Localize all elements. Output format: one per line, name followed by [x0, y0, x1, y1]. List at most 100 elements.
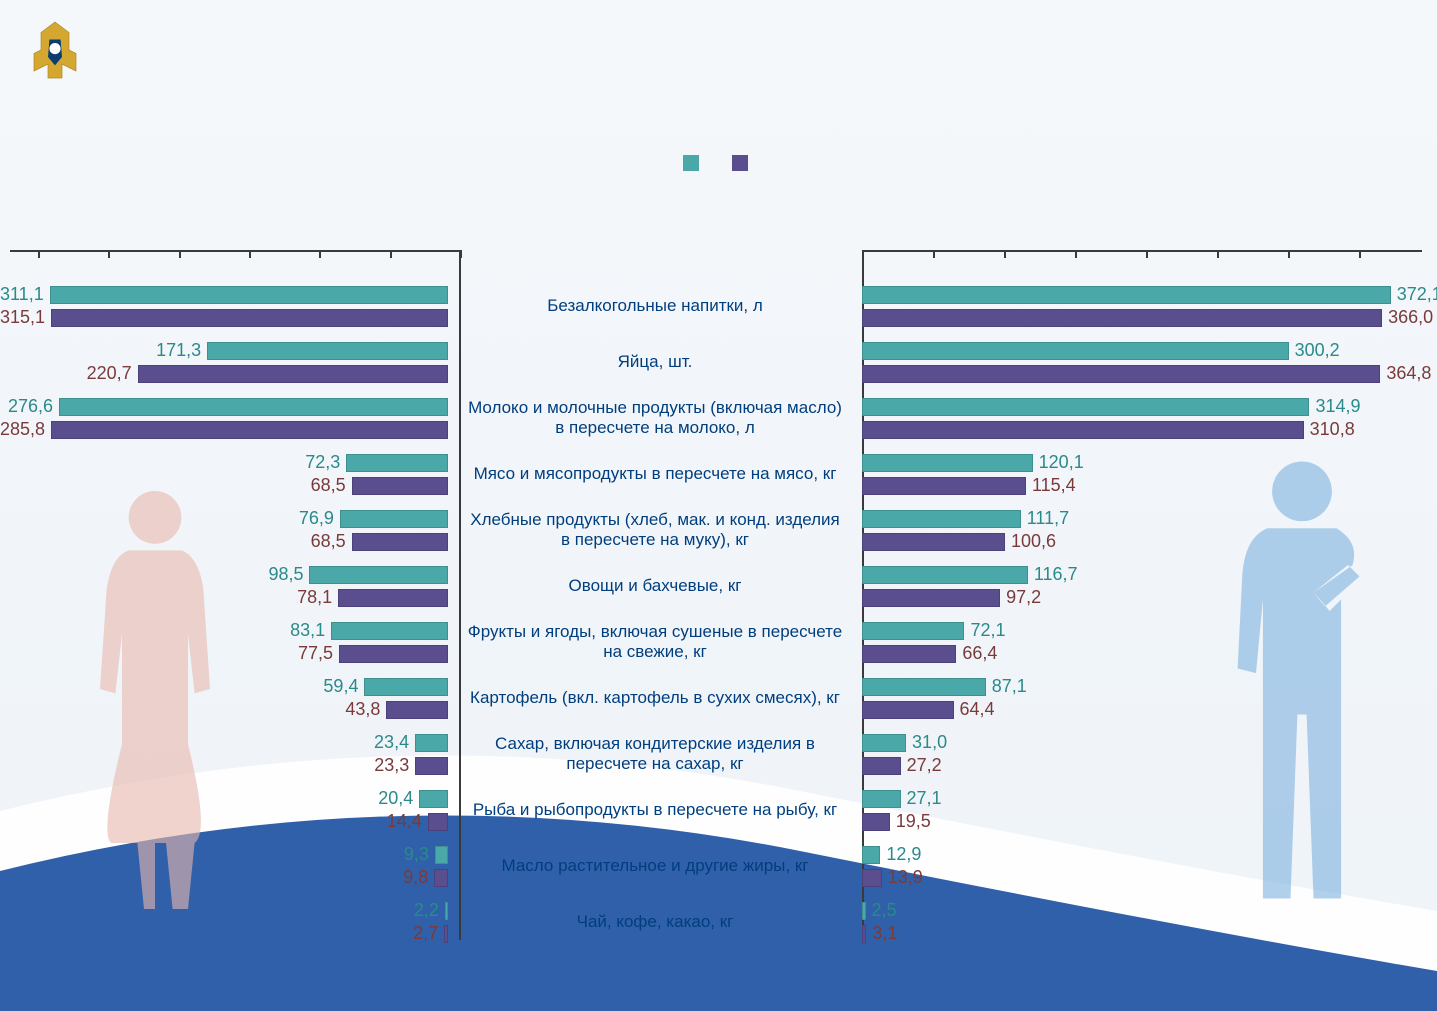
left-pair-2018: 285,8 [0, 420, 460, 440]
left-pair-2013: 311,1 [0, 285, 460, 305]
left-pair-2018: 9,8 [0, 868, 460, 888]
right-bar-2013 [862, 398, 1309, 416]
right-bar-2018 [862, 701, 954, 719]
left-bar-2013 [50, 286, 448, 304]
category-label: Овощи и бахчевые, кг [460, 576, 850, 596]
category-label: Фрукты и ягоды, включая сушеные в пересч… [460, 622, 850, 661]
right-value-2018: 364,8 [1386, 363, 1431, 384]
left-value-2013: 20,4 [378, 788, 413, 809]
left-column: 276,6 285,8 [0, 397, 460, 440]
right-pair-2013: 12,9 [862, 845, 921, 865]
tick-right [1075, 250, 1077, 258]
left-value-2018: 43,8 [345, 699, 380, 720]
chart-row: 9,39,8Масло растительное и другие жиры, … [0, 838, 1437, 894]
right-column: 120,1 115,4 [850, 453, 1410, 496]
right-pair-2013: 87,1 [862, 677, 1027, 697]
category-label: Яйца, шт. [460, 352, 850, 372]
right-value-2018: 27,2 [907, 755, 942, 776]
right-bar-2018 [862, 309, 1382, 327]
left-pair-2018: 220,7 [0, 364, 460, 384]
right-column: 12,913,9 [850, 845, 1410, 888]
right-bar-2013 [862, 566, 1028, 584]
right-value-2013: 31,0 [912, 732, 947, 753]
left-pair-2018: 2,7 [0, 924, 460, 944]
right-pair-2013: 300,2 [862, 341, 1340, 361]
left-bar-2018 [444, 925, 448, 943]
right-bar-2018 [862, 533, 1005, 551]
right-value-2013: 372,1 [1397, 284, 1437, 305]
right-pair-2013: 27,1 [862, 789, 942, 809]
right-bar-2018 [862, 813, 890, 831]
left-value-2018: 23,3 [374, 755, 409, 776]
left-pair-2013: 72,3 [0, 453, 460, 473]
left-value-2018: 9,8 [403, 867, 428, 888]
left-bar-2018 [415, 757, 448, 775]
right-pair-2018: 310,8 [862, 420, 1355, 440]
right-value-2018: 19,5 [896, 811, 931, 832]
right-value-2013: 314,9 [1315, 396, 1360, 417]
right-column: 300,2364,8 [850, 341, 1410, 384]
left-value-2013: 76,9 [299, 508, 334, 529]
tick-right [1217, 250, 1219, 258]
legend-2018 [732, 155, 754, 171]
right-bar-2013 [862, 678, 986, 696]
chart-row: 98,578,1Овощи и бахчевые, кг116,797,2 [0, 558, 1437, 614]
right-pair-2018: 366,0 [862, 308, 1433, 328]
left-pair-2018: 14,4 [0, 812, 460, 832]
chart-row: 20,414,4Рыба и рыбопродукты в пересчете … [0, 782, 1437, 838]
right-bar-2013 [862, 286, 1391, 304]
right-pair-2018: 97,2 [862, 588, 1041, 608]
left-value-2013: 276,6 [8, 396, 53, 417]
category-label: Молоко и молочные продукты (включая масл… [460, 398, 850, 437]
chart-row: 72,368,5Мясо и мясопродукты в пересчете … [0, 446, 1437, 502]
right-value-2018: 97,2 [1006, 587, 1041, 608]
right-value-2013: 27,1 [907, 788, 942, 809]
left-column: 9,39,8 [0, 845, 460, 888]
left-value-2018: 315,1 [0, 307, 45, 328]
right-bar-2013 [862, 342, 1289, 360]
tick-left [108, 250, 110, 258]
tick-right [933, 250, 935, 258]
left-value-2013: 171,3 [156, 340, 201, 361]
left-pair-2018: 43,8 [0, 700, 460, 720]
left-pair-2013: 20,4 [0, 789, 460, 809]
left-value-2013: 72,3 [305, 452, 340, 473]
right-value-2018: 66,4 [962, 643, 997, 664]
left-value-2018: 78,1 [297, 587, 332, 608]
left-pair-2013: 98,5 [0, 565, 460, 585]
left-pair-2018: 68,5 [0, 532, 460, 552]
right-column: 314,9 310,8 [850, 397, 1410, 440]
right-pair-2013: 111,7 [862, 509, 1069, 529]
right-column: 72,166,4 [850, 621, 1410, 664]
left-pair-2013: 23,4 [0, 733, 460, 753]
right-value-2013: 72,1 [970, 620, 1005, 641]
chart-row: 311,1315,1 Безалкогольные напитки, л 372,1… [0, 278, 1437, 334]
right-bar-2018 [862, 421, 1304, 439]
right-pair-2013: 120,1 [862, 453, 1084, 473]
left-bar-2013 [309, 566, 448, 584]
axis-top-left [10, 250, 460, 252]
left-bar-2013 [445, 902, 448, 920]
right-bar-2013 [862, 790, 901, 808]
left-value-2018: 68,5 [311, 475, 346, 496]
left-column: 59,443,8 [0, 677, 460, 720]
right-pair-2018: 3,1 [862, 924, 897, 944]
right-pair-2018: 64,4 [862, 700, 995, 720]
right-pair-2013: 2,5 [862, 901, 897, 921]
right-column: 87,1 64,4 [850, 677, 1410, 720]
right-bar-2013 [862, 734, 906, 752]
left-pair-2013: 276,6 [0, 397, 460, 417]
left-column: 2,22,7 [0, 901, 460, 944]
left-value-2018: 77,5 [298, 643, 333, 664]
right-bar-2018 [862, 925, 866, 943]
chart-row: 76,968,5Хлебные продукты (хлеб, мак. и к… [0, 502, 1437, 558]
left-column: 98,578,1 [0, 565, 460, 608]
left-value-2013: 98,5 [268, 564, 303, 585]
right-pair-2018: 115,4 [862, 476, 1076, 496]
header [0, 0, 1437, 100]
left-bar-2013 [415, 734, 448, 752]
right-column: 31,027,2 [850, 733, 1410, 776]
category-label: Безалкогольные напитки, л [460, 296, 850, 316]
left-pair-2013: 9,3 [0, 845, 460, 865]
left-value-2013: 23,4 [374, 732, 409, 753]
